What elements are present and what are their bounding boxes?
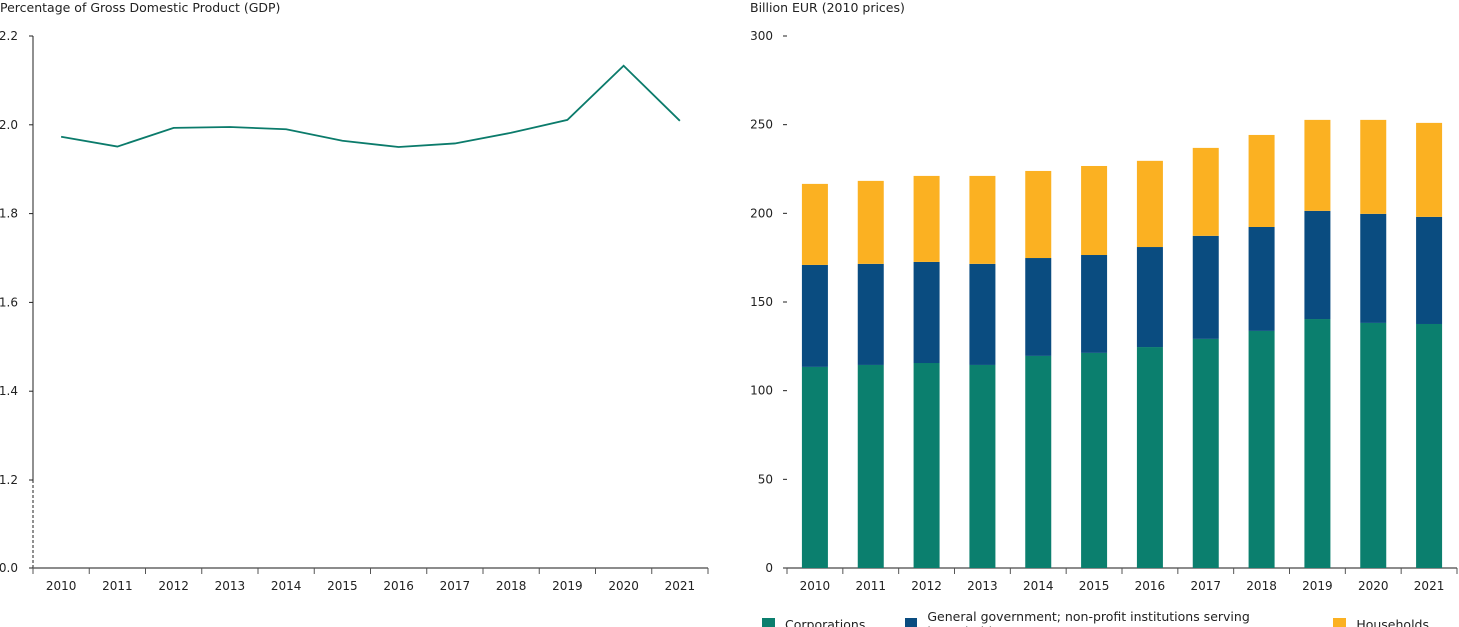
bar-corporations-2021 (1416, 323, 1443, 568)
bar-corporations-2017 (1192, 338, 1219, 568)
right-y-tick-label: 200 (750, 206, 773, 220)
bar-households-2014 (1025, 170, 1052, 259)
bar-households-2017 (1192, 147, 1219, 236)
left-x-tick-label: 2017 (440, 579, 471, 593)
bar-corporations-2012 (913, 363, 940, 568)
right-x-tick-label: 2019 (1302, 579, 1333, 593)
bar-corporations-2015 (1081, 352, 1108, 568)
bar-households-2021 (1416, 122, 1443, 217)
bar-corporations-2019 (1304, 319, 1331, 568)
legend-label: Households (1356, 616, 1429, 627)
right-y-tick-label: 0 (765, 561, 773, 575)
left-y-tick-label: 0.0 (0, 561, 18, 575)
right-y-axis-label: Billion EUR (2010 prices) (750, 0, 905, 15)
bar-general-2016 (1136, 247, 1163, 348)
left-y-axis-label: Percentage of Gross Domestic Product (GD… (0, 0, 281, 15)
left-x-tick-label: 2011 (102, 579, 133, 593)
legend: Corporations General government; non-pro… (762, 609, 1459, 627)
legend-item-households[interactable]: Households (1333, 609, 1429, 627)
right-x-tick-label: 2012 (911, 579, 942, 593)
bar-corporations-2020 (1360, 322, 1387, 568)
right-x-tick-label: 2016 (1135, 579, 1166, 593)
bar-general-2020 (1360, 213, 1387, 323)
gdp-share-line (60, 64, 681, 148)
bar-general-2011 (857, 263, 884, 365)
left-y-tick-label: 2.2 (0, 29, 18, 43)
bar-households-2010 (801, 183, 828, 265)
legend-swatch (1333, 617, 1347, 627)
bar-general-2014 (1025, 258, 1052, 356)
left-x-tick-label: 2020 (608, 579, 639, 593)
bar-general-2013 (969, 263, 996, 365)
bar-households-2019 (1304, 119, 1331, 211)
bar-general-2017 (1192, 235, 1219, 339)
right-y-tick-label: 150 (750, 295, 773, 309)
legend-swatch (905, 617, 918, 627)
bar-general-2019 (1304, 210, 1331, 320)
right-x-tick-label: 2015 (1079, 579, 1110, 593)
right-y-tick-label: 50 (758, 472, 773, 486)
left-x-tick-label: 2013 (215, 579, 246, 593)
left-y-tick-label: 1.6 (0, 295, 18, 309)
bar-households-2013 (969, 175, 996, 264)
bar-corporations-2011 (857, 364, 884, 568)
bar-households-2011 (857, 180, 884, 264)
left-x-tick-label: 2021 (665, 579, 696, 593)
right-y-tick-label: 100 (750, 384, 773, 398)
left-x-tick-label: 2016 (383, 579, 414, 593)
bar-general-2015 (1081, 255, 1108, 353)
bar-households-2018 (1248, 134, 1275, 227)
bar-corporations-2010 (801, 366, 828, 568)
right-x-tick-label: 2010 (800, 579, 831, 593)
right-x-tick-label: 2013 (967, 579, 998, 593)
bar-households-2012 (913, 175, 940, 262)
left-x-tick-label: 2014 (271, 579, 302, 593)
bar-general-2018 (1248, 226, 1275, 331)
legend-label: General government; non-profit instituti… (927, 609, 1250, 627)
right-x-tick-label: 2014 (1023, 579, 1054, 593)
bar-general-2012 (913, 261, 940, 364)
bar-general-2010 (801, 264, 828, 367)
bar-general-2021 (1416, 216, 1443, 324)
left-y-tick-label: 2.0 (0, 118, 18, 132)
legend-swatch (762, 617, 775, 627)
bar-corporations-2014 (1025, 355, 1052, 568)
bar-corporations-2013 (969, 364, 996, 568)
left-y-tick-label: 1.2 (0, 473, 18, 487)
right-y-tick-label: 300 (750, 29, 773, 43)
right-x-tick-label: 2011 (855, 579, 886, 593)
right-x-tick-label: 2021 (1414, 579, 1445, 593)
legend-item-general-government[interactable]: General government; non-profit instituti… (905, 609, 1293, 627)
bar-households-2016 (1136, 160, 1163, 248)
left-x-tick-label: 2019 (552, 579, 583, 593)
right-y-tick-label: 250 (750, 118, 773, 132)
bar-corporations-2016 (1136, 347, 1163, 568)
left-x-tick-label: 2010 (46, 579, 77, 593)
right-x-tick-label: 2020 (1358, 579, 1389, 593)
right-x-tick-label: 2017 (1190, 579, 1221, 593)
legend-item-corporations[interactable]: Corporations (762, 609, 865, 627)
left-y-tick-label: 1.8 (0, 207, 18, 221)
left-x-tick-label: 2018 (496, 579, 527, 593)
right-x-tick-label: 2018 (1246, 579, 1277, 593)
bar-corporations-2018 (1248, 330, 1275, 568)
legend-label: Corporations (785, 616, 866, 627)
left-x-tick-label: 2015 (327, 579, 358, 593)
bar-households-2015 (1081, 165, 1108, 256)
bar-households-2020 (1360, 119, 1387, 214)
left-y-tick-label: 1.4 (0, 384, 18, 398)
left-x-tick-label: 2012 (158, 579, 189, 593)
